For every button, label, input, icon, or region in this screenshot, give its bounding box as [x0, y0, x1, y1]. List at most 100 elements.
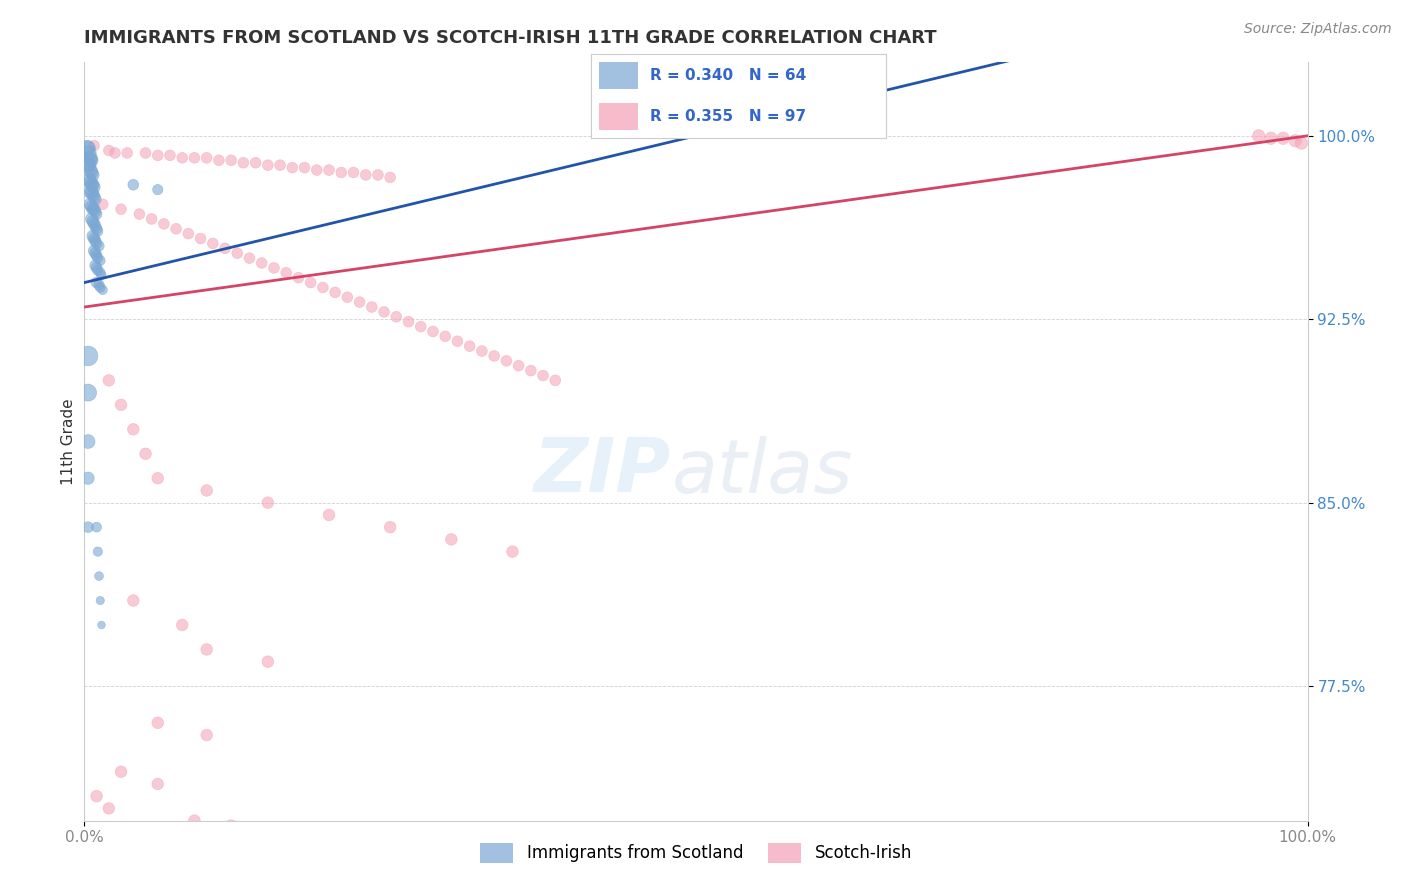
- Point: [77, 173, 100, 187]
- Point: [79, 175, 101, 189]
- Point: [1291, 136, 1313, 150]
- Point: [146, 777, 169, 791]
- Point: [84, 204, 107, 219]
- Point: [195, 642, 218, 657]
- Point: [77, 385, 100, 400]
- Point: [269, 158, 291, 172]
- Point: [77, 158, 100, 172]
- Point: [89, 253, 111, 268]
- Point: [91, 197, 114, 211]
- Point: [87, 569, 110, 583]
- Point: [82, 202, 104, 217]
- Point: [446, 334, 468, 349]
- Point: [77, 349, 100, 363]
- Point: [79, 197, 101, 211]
- Text: atlas: atlas: [672, 436, 853, 508]
- Point: [312, 280, 335, 294]
- Bar: [599, 103, 638, 130]
- Point: [86, 249, 108, 263]
- Point: [305, 163, 328, 178]
- Point: [82, 214, 104, 228]
- Point: [1272, 131, 1295, 145]
- Point: [201, 236, 224, 251]
- Point: [263, 260, 285, 275]
- Point: [146, 471, 169, 485]
- Point: [1247, 128, 1270, 143]
- Point: [502, 544, 524, 558]
- Point: [294, 161, 316, 175]
- Point: [380, 170, 402, 185]
- Point: [146, 715, 169, 730]
- Point: [77, 471, 100, 485]
- Point: [807, 843, 830, 857]
- Point: [80, 153, 103, 168]
- Point: [97, 373, 120, 387]
- Point: [84, 193, 107, 207]
- Point: [219, 153, 242, 168]
- Point: [86, 221, 108, 235]
- Point: [89, 593, 111, 607]
- Point: [440, 533, 463, 547]
- Point: [276, 266, 298, 280]
- Legend: Immigrants from Scotland, Scotch-Irish: Immigrants from Scotland, Scotch-Irish: [474, 837, 918, 869]
- Point: [79, 153, 101, 168]
- Point: [122, 178, 145, 192]
- Point: [354, 168, 377, 182]
- Point: [367, 168, 389, 182]
- Point: [79, 151, 101, 165]
- Point: [80, 165, 103, 179]
- Point: [115, 145, 138, 160]
- Point: [83, 180, 105, 194]
- Point: [398, 315, 420, 329]
- Point: [318, 163, 340, 178]
- Point: [87, 278, 110, 293]
- Point: [89, 266, 111, 280]
- Point: [299, 276, 322, 290]
- Point: [97, 144, 120, 158]
- Point: [90, 618, 112, 632]
- Point: [79, 163, 101, 178]
- Point: [77, 145, 100, 160]
- Point: [87, 251, 110, 265]
- Point: [84, 259, 107, 273]
- Point: [135, 145, 157, 160]
- Point: [385, 310, 408, 324]
- Point: [82, 187, 104, 202]
- Text: ZIP: ZIP: [534, 435, 672, 508]
- Point: [90, 268, 112, 283]
- Point: [79, 185, 101, 199]
- Point: [257, 655, 280, 669]
- Point: [238, 251, 260, 265]
- Point: [86, 260, 108, 275]
- Point: [495, 354, 517, 368]
- Point: [83, 217, 105, 231]
- Point: [330, 165, 353, 179]
- Point: [86, 520, 108, 534]
- Point: [245, 155, 267, 169]
- Point: [195, 151, 218, 165]
- Point: [531, 368, 554, 383]
- Point: [342, 165, 364, 179]
- Point: [122, 593, 145, 607]
- Text: R = 0.340   N = 64: R = 0.340 N = 64: [650, 68, 806, 83]
- Point: [349, 295, 371, 310]
- Point: [80, 211, 103, 226]
- Point: [128, 207, 150, 221]
- Point: [422, 325, 444, 339]
- Point: [77, 520, 100, 534]
- Point: [245, 823, 267, 838]
- Point: [257, 158, 280, 172]
- Point: [82, 178, 104, 192]
- Point: [87, 263, 110, 277]
- Point: [86, 236, 108, 251]
- Point: [183, 814, 205, 828]
- Point: [219, 818, 242, 832]
- Point: [84, 234, 107, 248]
- Point: [380, 520, 402, 534]
- Point: [76, 141, 98, 155]
- Point: [195, 483, 218, 498]
- Point: [87, 239, 110, 253]
- Point: [97, 801, 120, 815]
- Point: [86, 789, 108, 804]
- Point: [83, 202, 105, 217]
